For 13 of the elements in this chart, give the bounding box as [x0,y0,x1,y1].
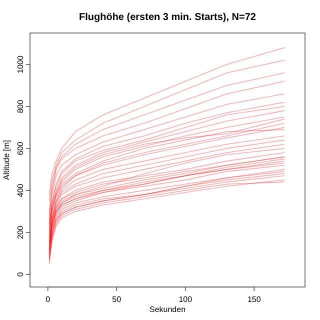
x-tick-label: 50 [112,295,122,304]
chart-title: Flughöhe (ersten 3 min. Starts), N=72 [79,12,256,23]
x-tick-label: 150 [247,295,262,304]
x-tick-label: 0 [46,295,51,304]
y-tick-label: 400 [16,183,25,198]
x-tick-label: 100 [178,295,193,304]
y-tick-label: 600 [16,141,25,156]
y-tick-label: 0 [16,272,25,277]
y-tick-label: 800 [16,99,25,114]
y-tick-label: 1000 [16,55,25,74]
y-axis-title: Altitude [m] [2,140,11,180]
y-tick-label: 200 [16,225,25,240]
x-axis-title: Sekunden [149,305,186,314]
